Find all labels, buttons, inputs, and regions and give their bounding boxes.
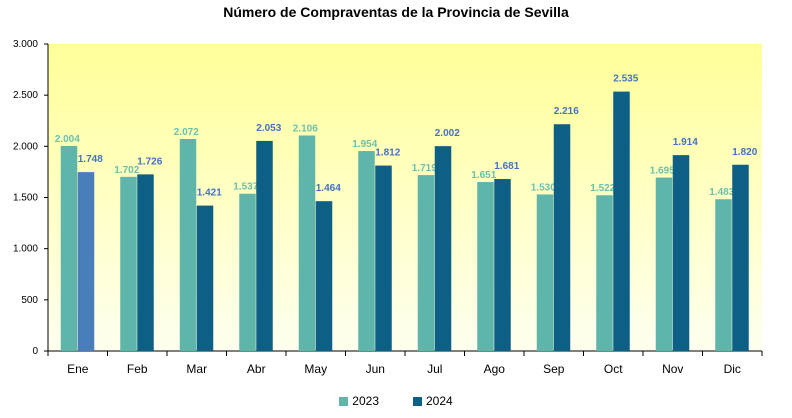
- bar-2023-Dic: [715, 199, 732, 351]
- bar-2024-Ago: [494, 178, 511, 351]
- data-label: 2.106: [293, 123, 318, 134]
- bar-2023-Jun: [358, 151, 375, 351]
- y-tick-label: 2.000: [13, 141, 38, 152]
- x-tick-label: Sep: [543, 362, 565, 376]
- bar-2024-Dic: [732, 164, 749, 351]
- y-tick-label: 3.000: [13, 39, 38, 50]
- y-tick-label: 1.000: [13, 244, 38, 255]
- bar-2023-Ago: [477, 182, 494, 351]
- bar-chart: 0 500 1.000 1.500 2.000 2.500 3.000 Ene 2.004 1.7…: [13, 39, 763, 376]
- bar-2024-Jul: [434, 146, 452, 351]
- bar-2024-Feb: [137, 174, 154, 351]
- data-label: 1.522: [590, 183, 615, 194]
- bar-2023-Oct: [596, 195, 613, 351]
- x-tick-label: Ene: [67, 362, 89, 376]
- data-label: 1.914: [673, 137, 698, 148]
- x-tick-label: Abr: [247, 362, 266, 376]
- x-tick-label: Feb: [127, 362, 148, 376]
- y-tick-label: 2.500: [13, 90, 38, 101]
- data-label: 1.464: [316, 183, 341, 194]
- bar-2023-Abr: [239, 193, 256, 351]
- bar-2023-Feb: [120, 176, 137, 351]
- x-tick-label: Dic: [724, 362, 741, 376]
- data-label: 1.695: [650, 166, 675, 177]
- data-label: 1.954: [352, 139, 377, 150]
- bar-2023-Nov: [655, 177, 673, 351]
- data-label: 1.812: [375, 148, 400, 159]
- data-label: 1.421: [197, 188, 222, 199]
- plot-area: [48, 44, 762, 351]
- data-label: 1.537: [233, 182, 258, 193]
- data-label: 1.719: [412, 163, 437, 174]
- data-label: 1.530: [531, 182, 556, 193]
- chart-title: Número de Compraventas de la Provincia d…: [223, 4, 569, 20]
- x-tick-label: Mar: [186, 362, 207, 376]
- bar-2024-Nov: [672, 155, 690, 351]
- data-label: 1.748: [78, 154, 103, 165]
- bar-2024-Jun: [375, 165, 392, 351]
- bar-2023-Mar: [179, 138, 197, 351]
- data-label: 2.053: [256, 123, 281, 134]
- bar-2024-Sep: [553, 124, 571, 351]
- data-label: 2.002: [435, 128, 460, 139]
- legend-label: 2023: [352, 394, 379, 408]
- data-label: 1.483: [709, 187, 734, 198]
- data-label: 2.216: [554, 106, 579, 117]
- bar-2024-Oct: [613, 91, 630, 352]
- data-label: 1.726: [137, 156, 162, 167]
- data-label: 1.681: [494, 161, 519, 172]
- data-label: 2.535: [613, 74, 638, 85]
- data-label: 1.651: [471, 170, 496, 181]
- legend: 2023 2024: [0, 394, 792, 408]
- x-tick-label: Nov: [662, 362, 683, 376]
- legend-swatch: [339, 396, 349, 406]
- bar-2024-May: [315, 201, 333, 351]
- x-tick-label: Jun: [366, 362, 385, 376]
- bar-2023-Jul: [417, 175, 435, 351]
- legend-item-2023: 2023: [339, 394, 379, 408]
- y-tick-label: 0: [32, 346, 38, 357]
- bar-2024-Abr: [256, 140, 273, 351]
- x-tick-label: May: [304, 362, 327, 376]
- x-tick-label: Jul: [427, 362, 442, 376]
- data-label: 1.820: [732, 147, 757, 158]
- legend-label: 2024: [426, 394, 453, 408]
- legend-swatch: [413, 396, 422, 406]
- data-label: 2.072: [174, 127, 199, 138]
- bar-2023-May: [298, 135, 316, 351]
- x-tick-label: Ago: [484, 362, 506, 376]
- y-tick-label: 1.500: [13, 193, 38, 204]
- data-label: 2.004: [55, 134, 80, 145]
- x-tick-label: Oct: [604, 362, 623, 376]
- legend-item-2024: 2024: [413, 394, 453, 408]
- bar-2023-Ene: [60, 145, 78, 351]
- data-label: 1.702: [114, 165, 139, 176]
- y-tick-label: 500: [21, 295, 38, 306]
- bar-2024-Ene: [77, 172, 95, 351]
- bar-2024-Mar: [196, 205, 214, 351]
- bar-2023-Sep: [536, 194, 554, 351]
